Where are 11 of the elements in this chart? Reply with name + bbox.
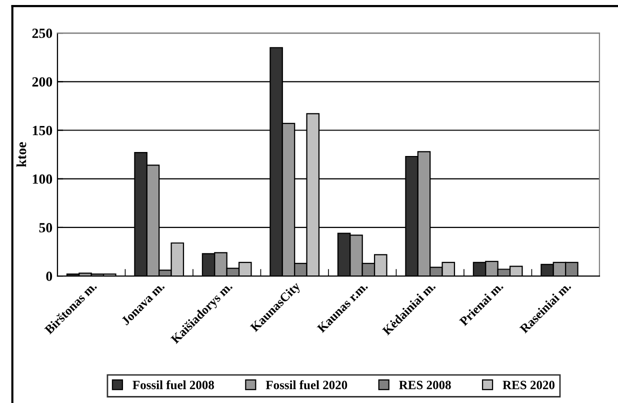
legend-label: RES 2008 — [399, 380, 451, 390]
y-tick-label: 250 — [32, 28, 52, 38]
legend-label: RES 2020 — [502, 380, 555, 390]
legend-label: Fossil fuel 2020 — [266, 380, 348, 390]
y-tick-label: 50 — [39, 223, 52, 232]
y-tick-label: 0 — [46, 272, 52, 282]
legend-label: Fossil fuel 2008 — [132, 380, 214, 390]
y-tick-label: 200 — [32, 77, 52, 87]
y-tick-label: 100 — [32, 174, 52, 184]
y-tick-label: 150 — [32, 126, 52, 136]
y-axis-title: ktoe — [16, 142, 26, 167]
